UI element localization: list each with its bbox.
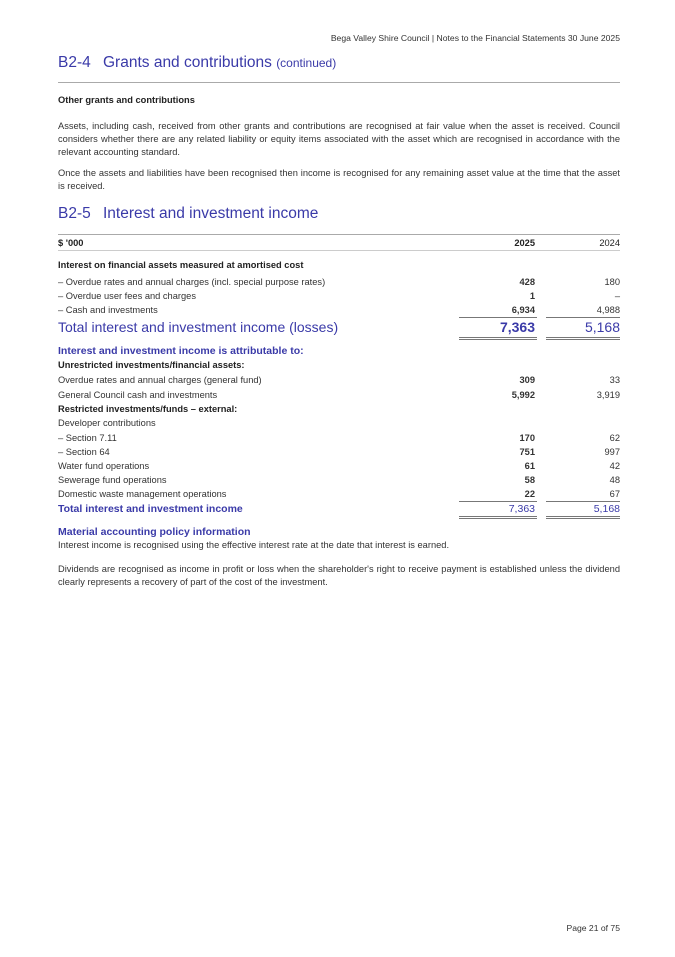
value-2025: 5,992 bbox=[511, 390, 535, 400]
total-row: Total interest and investment income 7,3… bbox=[58, 502, 620, 516]
table-row: Domestic waste management operations 22 … bbox=[58, 487, 620, 501]
unit-label: $ '000 bbox=[58, 238, 84, 248]
section-title-b2-5: B2-5 Interest and investment income bbox=[58, 205, 318, 223]
value-2024: 4,988 bbox=[596, 305, 620, 315]
table-row: General Council cash and investments 5,9… bbox=[58, 388, 620, 402]
total-2024: 5,168 bbox=[584, 319, 620, 335]
value-2025: 1 bbox=[529, 291, 535, 301]
subheading: Restricted investments/funds – external: bbox=[58, 404, 238, 414]
total-label: Total interest and investment income bbox=[58, 503, 243, 515]
row-label: Domestic waste management operations bbox=[58, 489, 227, 499]
table-row: – Overdue user fees and charges 1 – bbox=[58, 289, 620, 303]
value-2024: 997 bbox=[604, 447, 620, 457]
value-2025: 170 bbox=[519, 433, 535, 443]
row-label: Developer contributions bbox=[58, 418, 156, 428]
subheading: Unrestricted investments/financial asset… bbox=[58, 360, 245, 370]
total-label: Total interest and investment income (lo… bbox=[58, 319, 339, 335]
section-title-b2-4: B2-4 Grants and contributions (continued) bbox=[58, 54, 336, 72]
section-number: B2-4 bbox=[58, 54, 91, 71]
subheading: Other grants and contributions bbox=[58, 95, 195, 105]
continued-label: (continued) bbox=[276, 56, 337, 70]
row-label: Sewerage fund operations bbox=[58, 475, 167, 485]
table-row: Sewerage fund operations 58 48 bbox=[58, 473, 620, 487]
value-2024: 67 bbox=[609, 489, 620, 499]
value-2024: 48 bbox=[609, 475, 620, 485]
value-2025: 428 bbox=[519, 277, 535, 287]
table-row: – Section 64 751 997 bbox=[58, 445, 620, 459]
total-2025: 7,363 bbox=[508, 503, 535, 515]
col-2025: 2025 bbox=[514, 238, 535, 248]
table-row: – Overdue rates and annual charges (incl… bbox=[58, 275, 620, 289]
row-label: – Cash and investments bbox=[58, 305, 158, 315]
table-row: – Cash and investments 6,934 4,988 bbox=[58, 303, 620, 317]
section-number: B2-5 bbox=[58, 205, 91, 222]
paragraph: Assets, including cash, received from ot… bbox=[58, 121, 620, 157]
row-label: – Section 64 bbox=[58, 447, 110, 457]
value-2025: 58 bbox=[524, 475, 535, 485]
total-2024: 5,168 bbox=[593, 503, 620, 515]
divider bbox=[58, 82, 620, 83]
divider bbox=[58, 234, 620, 235]
page-number: Page 21 of 75 bbox=[566, 923, 620, 933]
attributable-heading: Interest and investment income is attrib… bbox=[58, 345, 304, 357]
paragraph: Once the assets and liabilities have bee… bbox=[58, 168, 620, 191]
value-2025: 751 bbox=[519, 447, 535, 457]
value-2024: 62 bbox=[609, 433, 620, 443]
value-2024: – bbox=[614, 291, 620, 301]
table-header: $ '000 2025 2024 bbox=[58, 236, 620, 250]
divider bbox=[58, 250, 620, 251]
row-label: – Section 7.11 bbox=[58, 433, 117, 443]
row-label: Water fund operations bbox=[58, 461, 150, 471]
page-header: Bega Valley Shire Council | Notes to the… bbox=[330, 33, 620, 43]
total-2025: 7,363 bbox=[499, 319, 535, 335]
policy-heading: Material accounting policy information bbox=[58, 526, 251, 538]
total-row: Total interest and investment income (lo… bbox=[58, 318, 620, 336]
section-title: Interest and investment income bbox=[103, 205, 319, 222]
paragraph: Dividends are recognised as income in pr… bbox=[58, 564, 620, 587]
table-row: Water fund operations 61 42 bbox=[58, 459, 620, 473]
row-label: – Overdue rates and annual charges (incl… bbox=[58, 277, 326, 287]
group-heading: Interest on financial assets measured at… bbox=[58, 260, 304, 270]
table-row: Overdue rates and annual charges (genera… bbox=[58, 373, 620, 387]
value-2025: 22 bbox=[524, 489, 535, 499]
value-2025: 309 bbox=[519, 375, 535, 385]
table-row: – Section 7.11 170 62 bbox=[58, 431, 620, 445]
paragraph: Interest income is recognised using the … bbox=[58, 540, 450, 550]
value-2024: 42 bbox=[609, 461, 620, 471]
value-2025: 61 bbox=[524, 461, 535, 471]
row-label: – Overdue user fees and charges bbox=[58, 291, 196, 301]
value-2024: 180 bbox=[604, 277, 620, 287]
value-2025: 6,934 bbox=[511, 305, 535, 315]
row-label: Overdue rates and annual charges (genera… bbox=[58, 375, 262, 385]
section-title: Grants and contributions bbox=[103, 54, 272, 71]
value-2024: 3,919 bbox=[596, 390, 620, 400]
row-label: General Council cash and investments bbox=[58, 390, 218, 400]
value-2024: 33 bbox=[609, 375, 620, 385]
col-2024: 2024 bbox=[599, 238, 620, 248]
